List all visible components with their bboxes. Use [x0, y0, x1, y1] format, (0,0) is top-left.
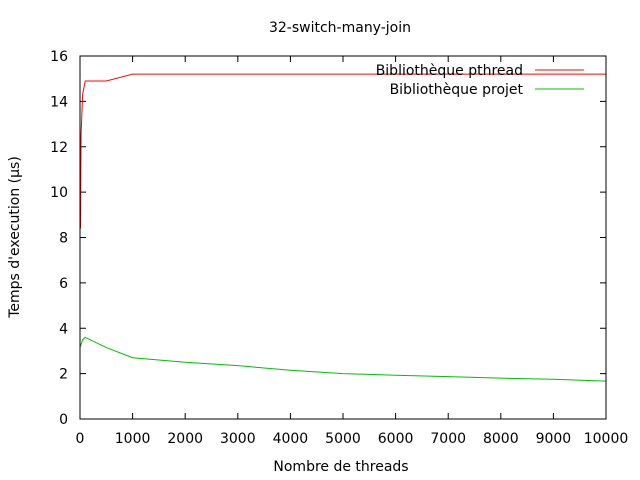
x-tick-label: 8000 [483, 431, 519, 447]
data-point [82, 94, 84, 96]
data-point [184, 73, 186, 75]
data-point [342, 373, 344, 375]
plot-series [80, 73, 607, 382]
y-tick-label: 12 [50, 140, 68, 156]
data-point [500, 377, 502, 379]
data-point [132, 73, 134, 75]
y-tick-label: 14 [50, 94, 68, 110]
data-point [290, 73, 292, 75]
data-point [553, 378, 555, 380]
x-tick-label: 2000 [167, 431, 203, 447]
y-tick-label: 2 [59, 367, 68, 383]
data-point [342, 73, 344, 75]
data-point [237, 365, 239, 367]
chart-title: 32-switch-many-join [269, 20, 411, 36]
data-point [106, 80, 108, 82]
x-tick-label: 10000 [584, 431, 629, 447]
data-point [84, 337, 86, 339]
y-axis-ticks: 0 2 4 6 8 10 12 14 16 [50, 49, 606, 428]
data-point [553, 73, 555, 75]
plot-frame [79, 55, 607, 420]
data-point [82, 339, 84, 341]
y-tick-label: 0 [59, 412, 68, 428]
series-line-1 [80, 336, 607, 382]
x-tick-label: 3000 [220, 431, 256, 447]
x-tick-label: 7000 [430, 431, 466, 447]
data-point [84, 80, 86, 82]
data-point [132, 357, 134, 359]
y-tick-label: 10 [50, 185, 68, 201]
legend-label: Bibliothèque pthread [376, 63, 523, 79]
x-axis-label: Nombre de threads [273, 459, 408, 475]
series-line-0 [80, 73, 606, 229]
x-tick-label: 6000 [378, 431, 414, 447]
data-point [290, 369, 292, 371]
x-tick-label: 0 [76, 431, 85, 447]
y-tick-label: 8 [59, 231, 68, 247]
legend: Bibliothèque pthread Bibliothèque projet [376, 63, 584, 98]
data-point [106, 347, 108, 349]
y-axis-label: Temps d'execution (µs) [7, 156, 23, 319]
x-tick-label: 1000 [115, 431, 151, 447]
y-tick-label: 4 [59, 321, 68, 337]
x-axis-ticks: 0 1000 2000 3000 4000 5000 6000 7000 8000 9000 100… [76, 56, 629, 447]
y-tick-label: 6 [59, 276, 68, 292]
y-tick-label: 16 [50, 49, 68, 65]
x-tick-label: 9000 [536, 431, 572, 447]
data-point [447, 376, 449, 378]
data-point [184, 361, 186, 363]
x-tick-label: 4000 [273, 431, 309, 447]
data-point [237, 73, 239, 75]
x-tick-label: 5000 [325, 431, 361, 447]
data-point [395, 374, 397, 376]
legend-label: Bibliothèque projet [390, 82, 524, 98]
